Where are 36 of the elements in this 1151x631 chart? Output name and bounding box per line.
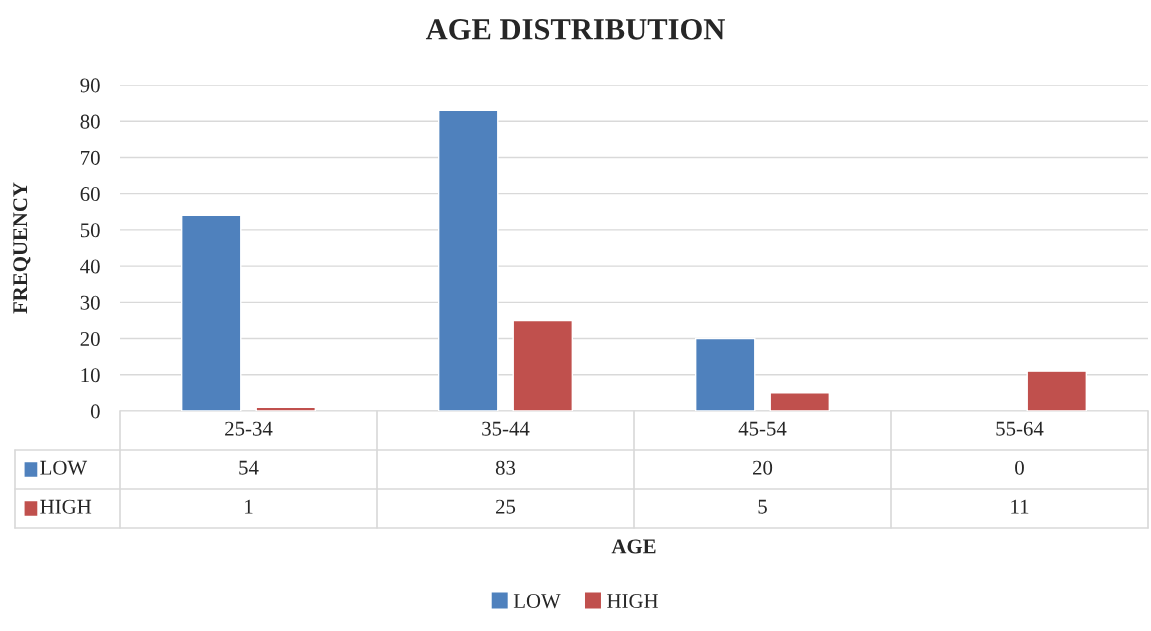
data-label: 54	[239, 460, 259, 475]
y-tick-label: 80	[80, 114, 100, 129]
bar	[180, 214, 242, 411]
x-tick-label: 25-34	[225, 421, 273, 436]
y-tick-label: 10	[81, 368, 100, 383]
legend-label: LOW	[40, 460, 88, 475]
data-label: 5	[758, 499, 767, 514]
x-tick-label: 45-54	[738, 421, 787, 436]
bar	[437, 109, 499, 411]
y-tick-label: 70	[81, 150, 100, 165]
data-label: 11	[1011, 499, 1029, 514]
y-tick-label: 20	[80, 331, 100, 346]
data-label: 20	[753, 460, 773, 475]
bar	[1026, 370, 1088, 411]
text: LOW	[513, 594, 561, 609]
data-label: 83	[495, 460, 516, 475]
data-label: 1	[245, 499, 253, 514]
text: HIGH	[40, 499, 92, 514]
y-axis-title: FREQUENCY	[13, 182, 31, 314]
legend-label: HIGH	[607, 594, 658, 609]
bar	[694, 337, 756, 411]
bar	[512, 319, 574, 411]
chart-title: AGE DISTRIBUTION	[425, 19, 725, 40]
x-axis-title: AGE	[611, 539, 656, 554]
y-tick-label: 60	[80, 187, 100, 202]
data-label: 0	[1015, 460, 1024, 475]
bar	[769, 392, 831, 411]
data-label: 25	[496, 499, 516, 514]
y-tick-label: 50	[80, 223, 100, 238]
y-tick-label: 30	[80, 295, 100, 310]
y-tick-label: 90	[80, 78, 100, 93]
bar	[255, 406, 317, 411]
x-tick-label: 55-64	[996, 421, 1044, 436]
y-tick-label: 40	[80, 259, 100, 274]
y-tick-label: 0	[90, 404, 100, 419]
x-tick-label: 35-44	[482, 421, 530, 436]
